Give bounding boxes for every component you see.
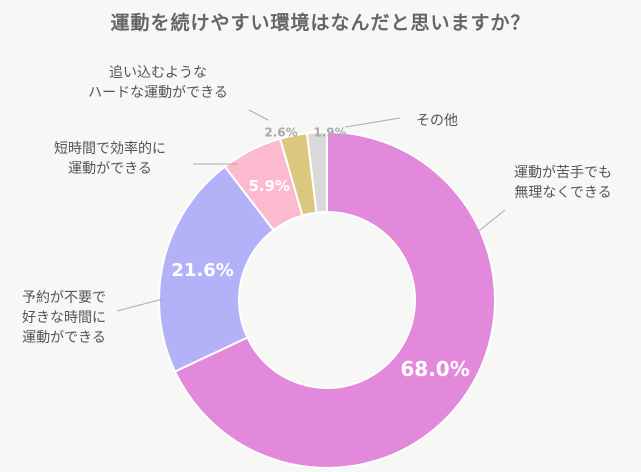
leader-line-3 [248,109,269,121]
category-label-1-line-1: 好きな時間に [22,310,106,326]
category-label-3-line-1: ハードな運動ができる [88,85,228,101]
value-label-0: 68.0% [400,357,469,381]
value-label-2: 5.9% [248,177,290,195]
slice-0 [173,130,496,469]
category-label-0-line-0: 運動が苦手でも [514,165,612,181]
category-label-2-line-1: 運動ができる [68,161,152,177]
category-label-1-line-2: 運動ができる [22,330,106,346]
category-label-1-line-0: 予約が不要で [22,290,106,306]
slice-1 [158,165,275,373]
category-label-4-line-0: その他 [416,113,458,129]
category-label-3-line-0: 追い込むような [109,65,207,81]
leader-line-0 [469,209,506,239]
value-label-3: 2.6% [264,125,297,139]
leader-line-4 [344,117,401,128]
category-label-2-line-0: 短時間で効率的に [54,140,166,157]
chart-title: 運動を続けやすい環境はなんだと思いますか？ [110,12,531,34]
value-label-1: 21.6% [171,260,233,281]
category-label-0-line-1: 無理なくできる [514,185,611,201]
leader-line-1 [116,298,164,312]
slice-4 [305,130,328,214]
value-label-4: 1.9% [313,125,346,139]
